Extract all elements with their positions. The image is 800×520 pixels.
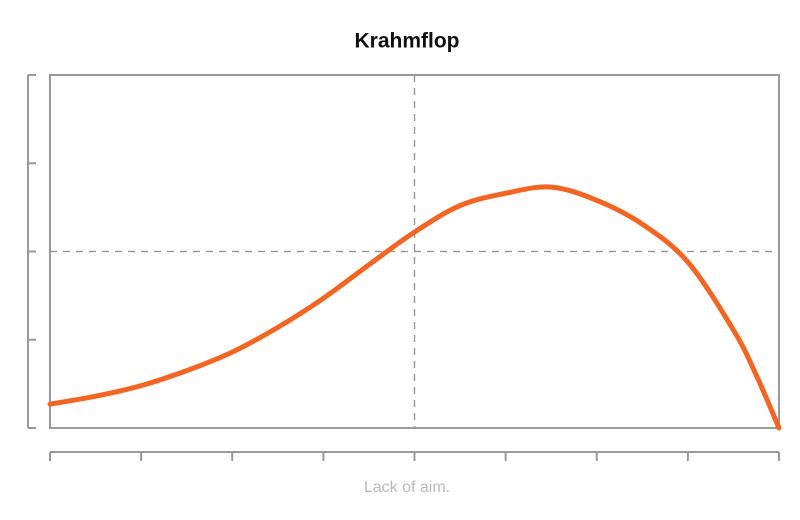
x-axis-label: Lack of aim. [364,479,450,496]
chart-title: Krahmflop [355,30,460,53]
data-line [47,184,782,431]
